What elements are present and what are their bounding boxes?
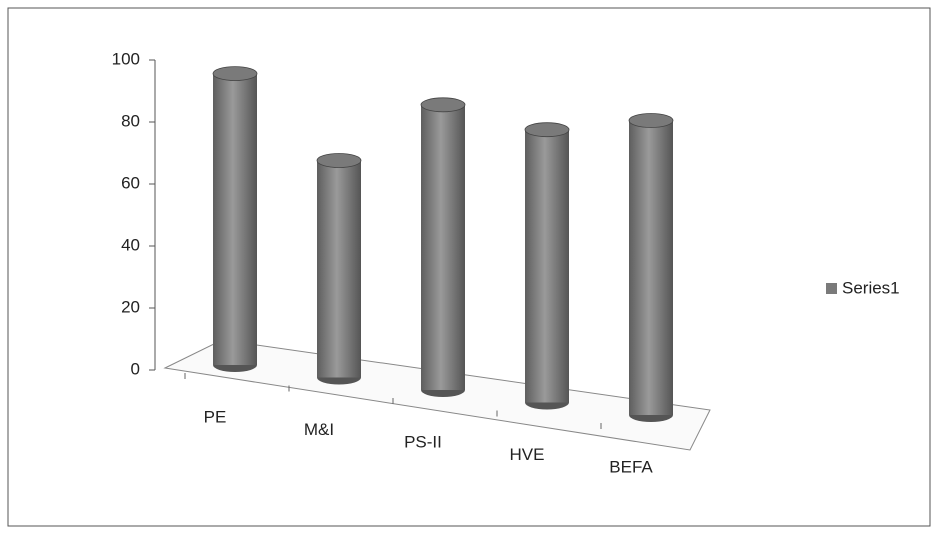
bar-top	[628, 113, 674, 128]
bar-top	[420, 97, 466, 113]
x-tick-label: BEFA	[609, 457, 653, 476]
y-tick-label: 40	[121, 235, 140, 254]
y-tick-label: 100	[112, 49, 140, 68]
bar	[421, 104, 465, 391]
bar	[629, 120, 673, 415]
x-tick-label: PE	[204, 407, 227, 426]
chart-border	[7, 7, 931, 527]
bar	[317, 160, 361, 378]
legend-swatch	[826, 283, 837, 294]
bar	[213, 73, 257, 365]
bar-top	[316, 153, 362, 168]
legend-label: Series1	[842, 278, 900, 297]
y-tick-label: 80	[121, 111, 140, 130]
x-tick-label: HVE	[510, 445, 545, 464]
bar	[525, 129, 569, 403]
y-tick-label: 60	[121, 173, 140, 192]
y-tick-label: 20	[121, 297, 140, 316]
y-tick-label: 0	[131, 359, 140, 378]
x-tick-label: M&I	[304, 420, 334, 439]
bar-top	[524, 122, 570, 138]
x-tick-label: PS-II	[404, 432, 442, 451]
bar-top	[212, 66, 258, 81]
